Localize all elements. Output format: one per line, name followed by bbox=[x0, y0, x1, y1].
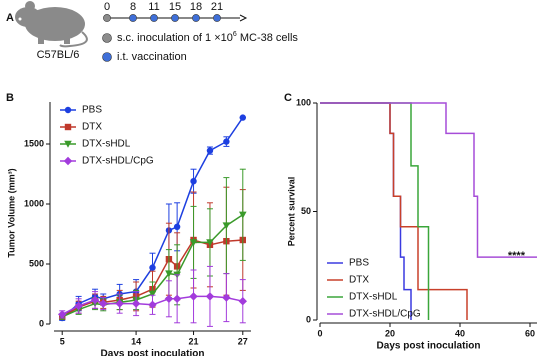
y-tick-label: 100 bbox=[296, 97, 311, 107]
marker bbox=[223, 138, 230, 145]
day-dot bbox=[213, 14, 221, 22]
mouse-icon bbox=[15, 1, 88, 48]
y-tick-label: 0 bbox=[39, 318, 44, 328]
legend-text-part: s.c. inoculation of 1 ×10 bbox=[117, 32, 233, 44]
day-dot bbox=[103, 14, 111, 22]
marker bbox=[148, 290, 157, 298]
marker bbox=[205, 292, 215, 301]
legend-text-part: 6 bbox=[233, 31, 237, 38]
legend-dot bbox=[102, 33, 112, 43]
legend-text: i.t. vaccination bbox=[117, 51, 187, 63]
marker bbox=[115, 299, 124, 308]
marker bbox=[189, 239, 198, 247]
marker bbox=[90, 295, 100, 305]
schedule: 0 s.c. inoculation of 1 ×106 MC-38 cells 8… bbox=[102, 1, 298, 63]
marker bbox=[239, 114, 246, 121]
x-tick-label: 0 bbox=[317, 328, 322, 338]
survival-curve bbox=[320, 102, 537, 258]
marker bbox=[148, 300, 157, 309]
panel-label: A bbox=[6, 12, 14, 24]
strain-label: C57BL/6 bbox=[37, 49, 80, 61]
timeline-arrow bbox=[239, 14, 248, 22]
legend-label: DTX-sHDL/CpG bbox=[349, 309, 421, 320]
marker bbox=[63, 156, 73, 166]
legend-label: DTX bbox=[349, 275, 369, 286]
legend-label: DTX-sHDL/CpG bbox=[82, 156, 154, 167]
legend-label: PBS bbox=[349, 258, 369, 269]
y-axis-title: Tumor Volume (mm³) bbox=[6, 168, 16, 257]
marker bbox=[189, 292, 198, 301]
x-tick-label: 27 bbox=[238, 336, 248, 346]
legend-label: DTX bbox=[82, 122, 102, 133]
day-label: 11 bbox=[148, 1, 159, 13]
panel-label: B bbox=[6, 92, 14, 104]
marker bbox=[164, 294, 174, 303]
y-tick-label: 500 bbox=[29, 258, 44, 268]
x-axis-title: Days post inoculation bbox=[377, 341, 481, 352]
marker bbox=[74, 301, 83, 311]
x-tick-label: 5 bbox=[60, 336, 65, 346]
marker bbox=[64, 140, 72, 148]
marker bbox=[206, 239, 214, 247]
marker bbox=[58, 310, 67, 319]
legend-label: PBS bbox=[82, 105, 102, 116]
marker bbox=[172, 294, 182, 303]
marker bbox=[190, 178, 197, 185]
day-dot bbox=[150, 14, 158, 22]
day-dot bbox=[129, 14, 137, 22]
marker bbox=[222, 222, 231, 230]
legend-text-part: i.t. vaccination bbox=[117, 51, 187, 63]
marker bbox=[173, 223, 181, 230]
survival-curve bbox=[320, 102, 430, 320]
day-dot bbox=[171, 14, 179, 22]
x-axis-title: Days post inoculation bbox=[101, 349, 205, 356]
marker bbox=[238, 297, 247, 306]
x-tick-label: 60 bbox=[525, 328, 535, 338]
day-label: 8 bbox=[130, 1, 136, 13]
marker bbox=[238, 211, 247, 219]
day-dot bbox=[192, 14, 200, 22]
day-label: 18 bbox=[190, 1, 202, 13]
legend-label: DTX-sHDL bbox=[349, 292, 398, 303]
y-axis-title: Percent survival bbox=[286, 177, 296, 247]
marker bbox=[165, 270, 173, 278]
day-label: 15 bbox=[169, 1, 181, 13]
panel-label: C bbox=[284, 92, 292, 104]
marker bbox=[99, 299, 108, 308]
marker bbox=[64, 106, 72, 114]
y-tick-label: 1000 bbox=[24, 198, 44, 208]
y-tick-label: 0 bbox=[306, 314, 311, 324]
y-tick-label: 1500 bbox=[24, 138, 44, 148]
x-tick-label: 14 bbox=[131, 336, 141, 346]
marker bbox=[149, 264, 156, 271]
y-tick-label: 50 bbox=[301, 206, 311, 216]
legend-text-part: MC-38 cells bbox=[237, 32, 299, 44]
x-tick-label: 21 bbox=[189, 336, 199, 346]
legend-dot bbox=[102, 52, 112, 62]
marker bbox=[131, 299, 141, 308]
day-label: 0 bbox=[104, 1, 110, 13]
legend-label: DTX-sHDL bbox=[82, 139, 131, 150]
legend-text: s.c. inoculation of 1 ×106 MC-38 cells bbox=[117, 31, 298, 44]
x-tick-label: 40 bbox=[455, 328, 465, 338]
marker bbox=[64, 123, 72, 131]
marker bbox=[206, 147, 214, 154]
day-label: 21 bbox=[211, 1, 223, 13]
significance: **** bbox=[508, 250, 526, 262]
marker bbox=[222, 293, 231, 302]
survival-curve bbox=[320, 102, 412, 320]
x-tick-label: 20 bbox=[385, 328, 395, 338]
survival-curve bbox=[320, 102, 468, 320]
